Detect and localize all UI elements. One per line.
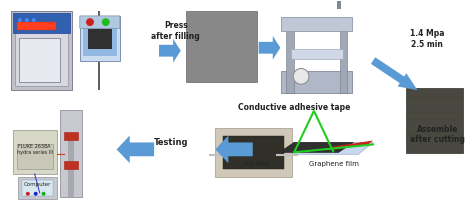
- Polygon shape: [117, 136, 154, 163]
- FancyBboxPatch shape: [80, 16, 120, 28]
- Polygon shape: [260, 143, 373, 154]
- FancyBboxPatch shape: [13, 130, 57, 174]
- Circle shape: [26, 192, 30, 196]
- Bar: [337, 0, 340, 9]
- FancyBboxPatch shape: [282, 71, 352, 93]
- FancyBboxPatch shape: [80, 16, 119, 61]
- FancyBboxPatch shape: [186, 11, 257, 82]
- Circle shape: [86, 18, 94, 26]
- Polygon shape: [371, 57, 418, 90]
- Circle shape: [102, 18, 109, 26]
- Circle shape: [34, 192, 38, 196]
- Bar: [68, 138, 74, 197]
- FancyBboxPatch shape: [291, 49, 343, 59]
- Circle shape: [293, 68, 309, 84]
- Text: Testing: Testing: [154, 138, 188, 147]
- FancyBboxPatch shape: [406, 88, 463, 153]
- FancyBboxPatch shape: [19, 38, 60, 82]
- FancyBboxPatch shape: [13, 13, 70, 33]
- Polygon shape: [279, 143, 354, 152]
- FancyBboxPatch shape: [215, 128, 292, 177]
- FancyBboxPatch shape: [18, 177, 57, 199]
- Bar: [286, 31, 294, 93]
- Text: Assemble
after cutting: Assemble after cutting: [410, 125, 465, 144]
- Text: Graphene film: Graphene film: [309, 161, 358, 167]
- Circle shape: [32, 18, 36, 22]
- FancyBboxPatch shape: [15, 32, 68, 86]
- FancyBboxPatch shape: [64, 161, 78, 169]
- Text: PU film: PU film: [246, 161, 270, 167]
- Circle shape: [42, 192, 46, 196]
- FancyBboxPatch shape: [17, 144, 54, 169]
- Text: Computer: Computer: [24, 182, 51, 187]
- Polygon shape: [259, 36, 280, 60]
- FancyBboxPatch shape: [64, 132, 78, 139]
- Polygon shape: [328, 140, 373, 150]
- Polygon shape: [215, 136, 253, 163]
- FancyBboxPatch shape: [83, 21, 117, 56]
- FancyBboxPatch shape: [11, 11, 72, 90]
- Circle shape: [18, 18, 22, 22]
- Bar: [98, 11, 100, 90]
- Text: 1.4 Mpa
2.5 min: 1.4 Mpa 2.5 min: [410, 29, 445, 49]
- Text: Press
after filling: Press after filling: [151, 21, 200, 41]
- Text: Conductive adhesive tape: Conductive adhesive tape: [238, 103, 350, 112]
- Circle shape: [25, 18, 29, 22]
- FancyBboxPatch shape: [88, 29, 112, 49]
- Text: FLUKE 2638A
hydra series III: FLUKE 2638A hydra series III: [17, 144, 53, 155]
- FancyBboxPatch shape: [223, 136, 284, 169]
- Bar: [339, 31, 347, 93]
- FancyBboxPatch shape: [17, 22, 56, 30]
- FancyBboxPatch shape: [22, 180, 54, 196]
- Polygon shape: [159, 39, 181, 63]
- FancyBboxPatch shape: [282, 17, 352, 31]
- FancyBboxPatch shape: [60, 110, 82, 197]
